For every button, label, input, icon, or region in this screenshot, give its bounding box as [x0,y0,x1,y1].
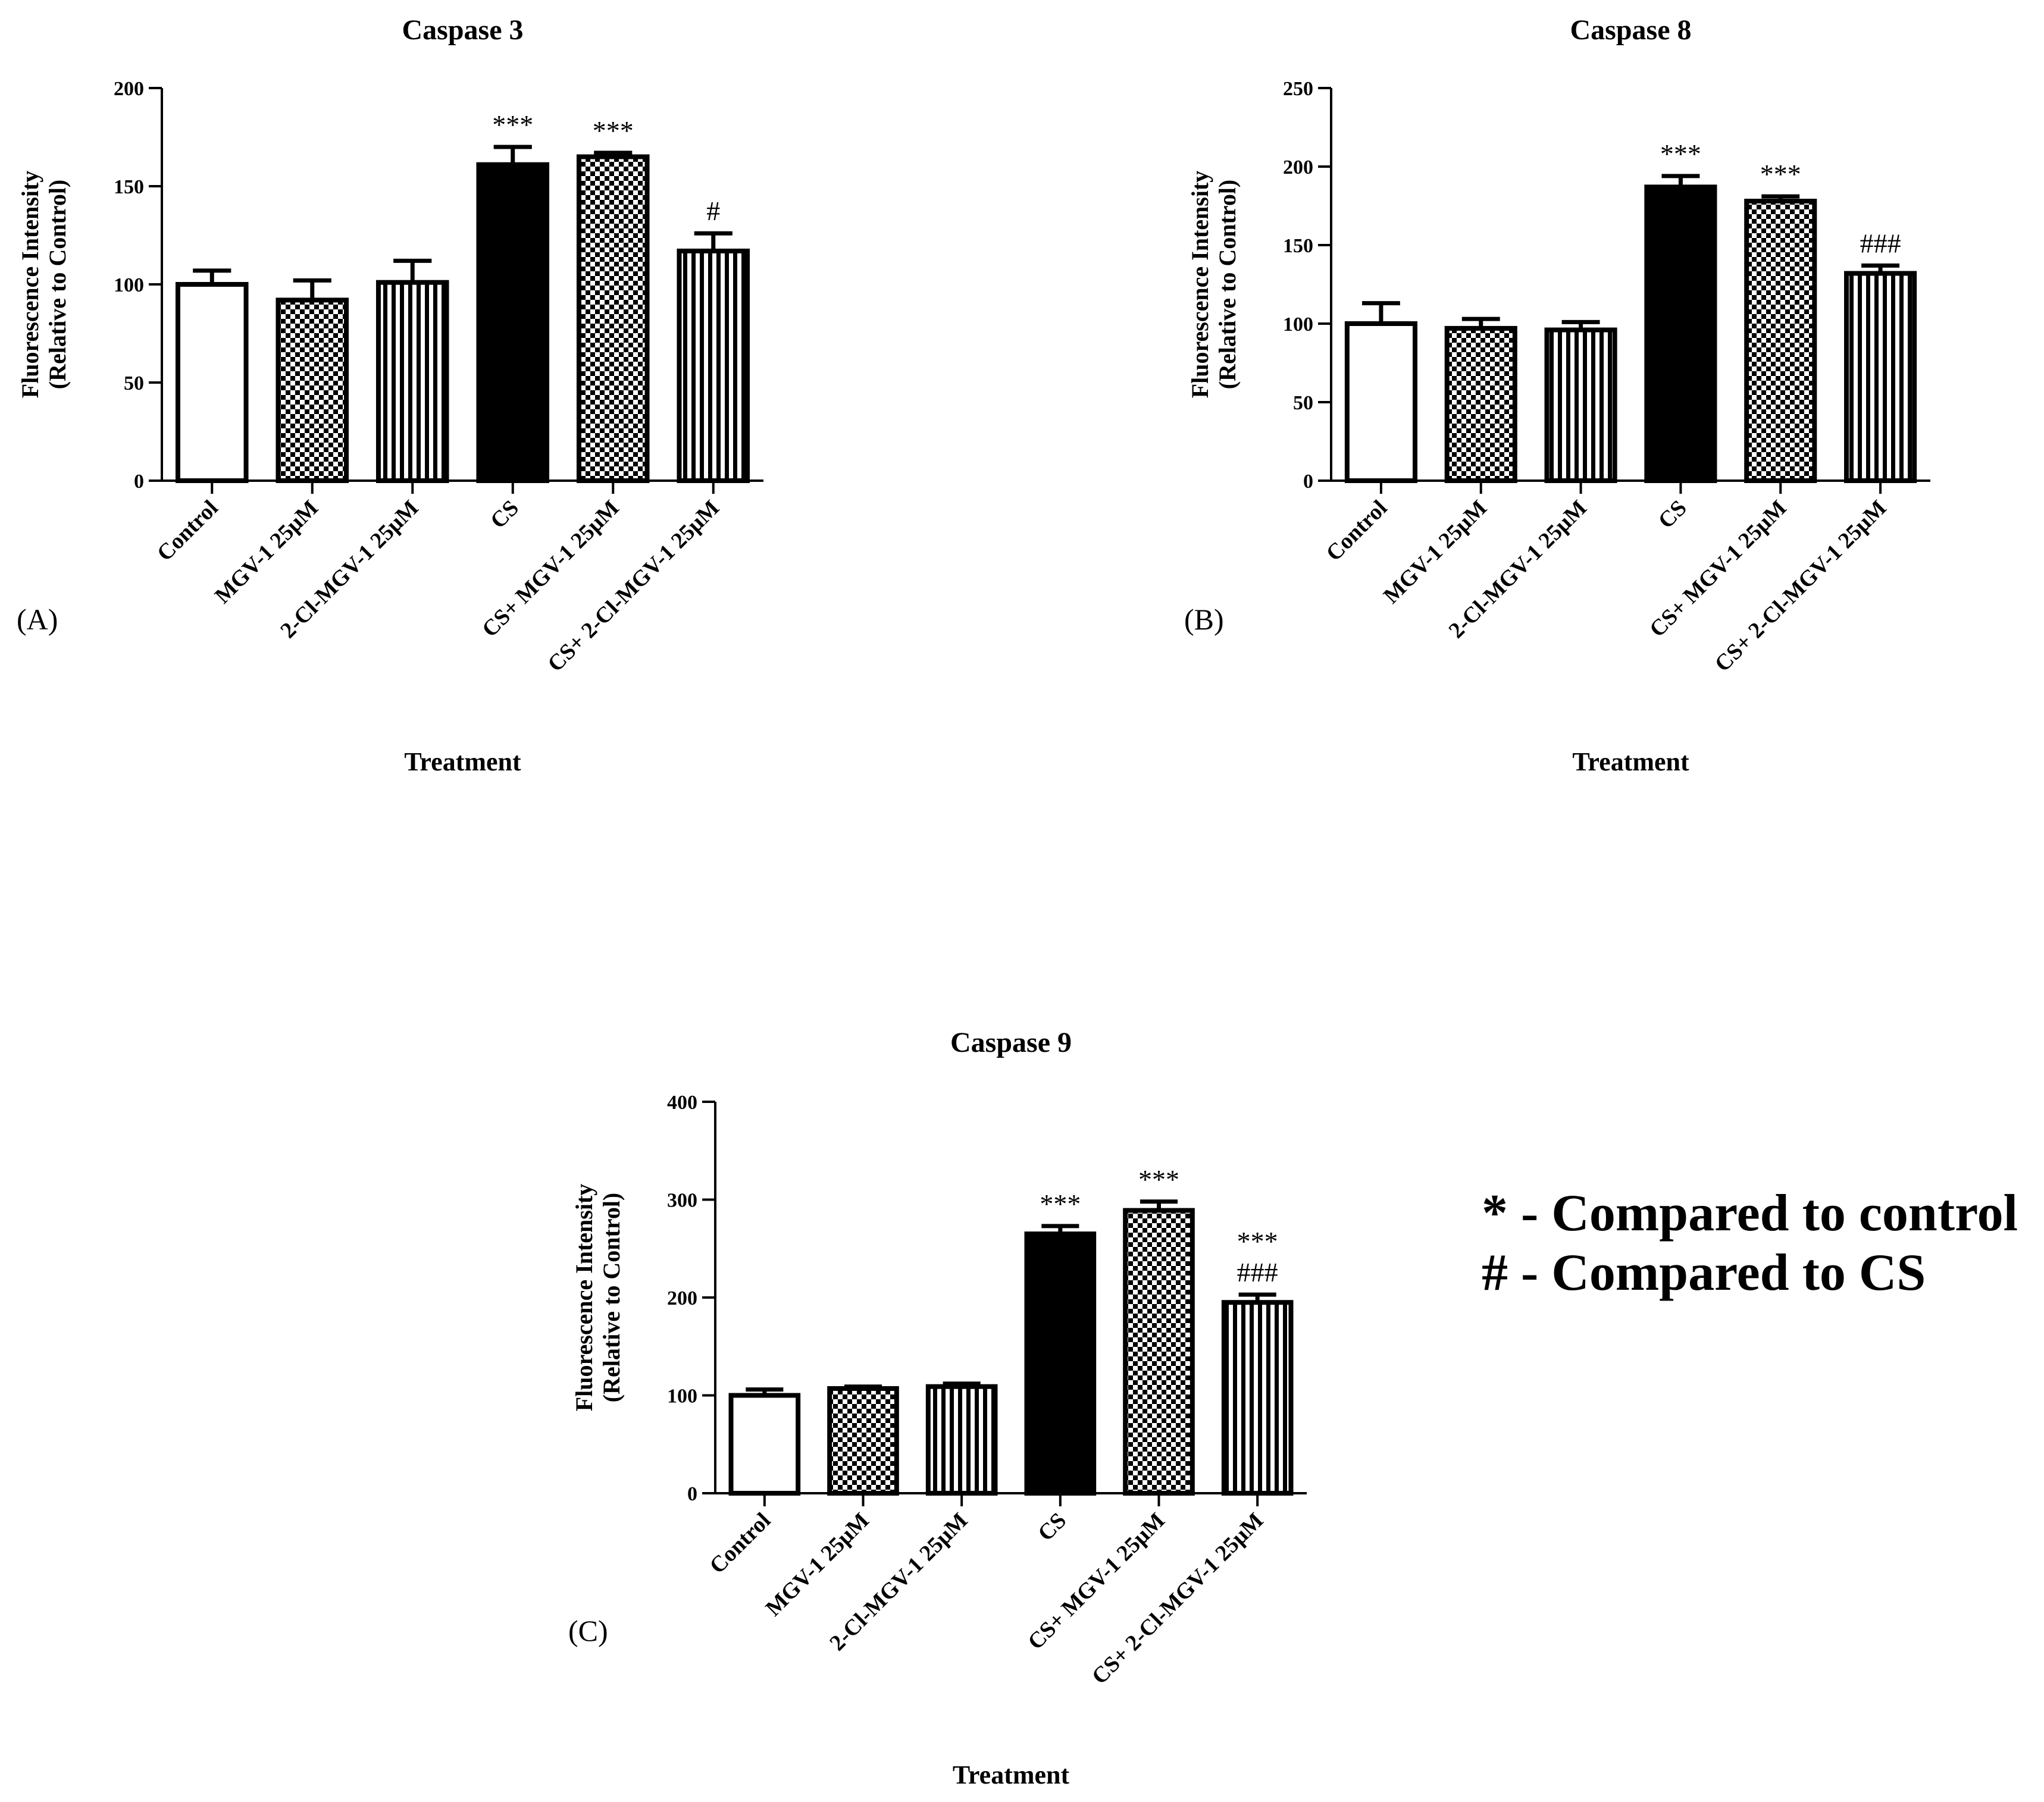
chart-2-significance-mark: *** [1660,139,1701,169]
legend-line-cs: # - Compared to CS [1482,1244,1926,1302]
chart-3-y-tick-label: 0 [687,1483,697,1505]
chart-2-category-label: MGV-1 25µM [1379,496,1492,609]
chart-3-bar-2 [827,1386,899,1496]
chart-1-category-label: CS [486,496,524,534]
chart-1-y-axis-title: Fluorescence Intensity(Relative to Contr… [17,171,71,399]
chart-1-panel-label: (A) [17,603,58,636]
chart-2-category-label: CS [1654,496,1692,534]
chart-3-y-axis-title: Fluorescence Intensity(Relative to Contr… [571,1184,625,1412]
chart-2-bar-4 [1644,184,1717,483]
chart-1-y-tick-label: 150 [114,176,144,198]
chart-3-panel-label: (C) [568,1614,608,1647]
chart-3-significance-mark: *** [1138,1164,1179,1195]
chart-2-y-axis-title: Fluorescence Intensity(Relative to Contr… [1187,171,1241,399]
chart-3-x-axis-title: Treatment [953,1760,1070,1790]
chart-1-title: Caspase 3 [402,14,523,46]
chart-1: Caspase 3 0 50 100 150 200 Fluorescence Intens… [17,14,763,776]
chart-1-category-label: Control [152,496,223,566]
chart-1-x-axis-title: Treatment [404,747,521,776]
chart-2-title: Caspase 8 [1570,14,1691,46]
significance-legend: * - Compared to control # - Compared to … [1482,1184,2018,1302]
chart-3-y-tick-label: 200 [667,1287,697,1309]
chart-3-y-tick-label: 100 [667,1386,697,1408]
chart-3-significance-mark: *** [1237,1226,1278,1256]
chart-1-bar-6 [677,248,750,483]
chart-1-y-tick-label: 100 [114,274,144,296]
chart-3-bar-6 [1221,1300,1294,1496]
chart-3-significance-mark: ### [1237,1257,1278,1287]
chart-3-bar-1 [728,1393,801,1496]
chart-3-y-tick-label: 300 [667,1190,697,1212]
legend-line-control: * - Compared to control [1482,1184,2018,1242]
chart-2: Caspase 8 0 50 100 150 200 250 Fluorescence Int… [1184,14,1930,776]
chart-1-category-label: MGV-1 25µM [210,496,323,609]
chart-3-bar-3 [925,1384,998,1496]
chart-3-significance-mark: *** [1040,1189,1081,1219]
chart-1-bar-4 [476,162,550,483]
chart-3-category-label: CS [1033,1508,1071,1546]
chart-2-y-tick-label: 100 [1283,314,1313,336]
chart-2-y-tick-label: 250 [1283,78,1313,100]
chart-2-bar-5 [1744,199,1817,483]
chart-2-bar-2 [1444,325,1517,483]
chart-1-y-tick-label: 0 [134,471,144,493]
chart-2-significance-mark: ### [1860,228,1901,258]
chart-1-significance-mark: # [706,196,720,226]
chart-3-bar-5 [1123,1208,1195,1496]
chart-2-y-tick-label: 200 [1283,156,1313,178]
chart-2-bar-6 [1844,271,1917,483]
chart-2-significance-mark: *** [1760,159,1801,189]
chart-3-category-label: Control [705,1508,775,1579]
chart-2-x-axis-title: Treatment [1572,747,1689,776]
chart-2-bar-3 [1544,327,1617,483]
chart-1-y-tick-label: 50 [124,372,144,394]
chart-3-category-label: MGV-1 25µM [761,1508,874,1621]
chart-1-bar-3 [375,280,449,483]
chart-2-category-label: Control [1322,496,1392,566]
chart-2-panel-label: (B) [1184,603,1224,636]
chart-1-y-tick-label: 200 [114,78,144,100]
chart-1-bar-5 [576,154,650,483]
chart-2-bar-1 [1344,321,1417,483]
chart-2-y-tick-label: 50 [1293,392,1313,414]
chart-2-y-tick-label: 150 [1283,235,1313,257]
chart-2-category-label: CS+ 2-Cl-MGV-1 25µM [1710,496,1892,677]
chart-3-bar-4 [1024,1231,1097,1496]
chart-3: Caspase 9 0 100 200 300 400 Fluorescence Inten… [568,1027,1307,1790]
chart-3-category-label: CS+ 2-Cl-MGV-1 25µM [1087,1508,1269,1690]
chart-2-y-tick-label: 0 [1303,471,1313,493]
chart-3-y-tick-label: 400 [667,1092,697,1114]
chart-3-title: Caspase 9 [950,1027,1072,1058]
chart-1-significance-mark: *** [492,109,533,140]
chart-1-category-label: CS+ 2-Cl-MGV-1 25µM [543,496,724,677]
chart-1-significance-mark: *** [593,115,634,146]
chart-1-bar-1 [175,282,249,483]
chart-1-bar-2 [276,297,349,483]
